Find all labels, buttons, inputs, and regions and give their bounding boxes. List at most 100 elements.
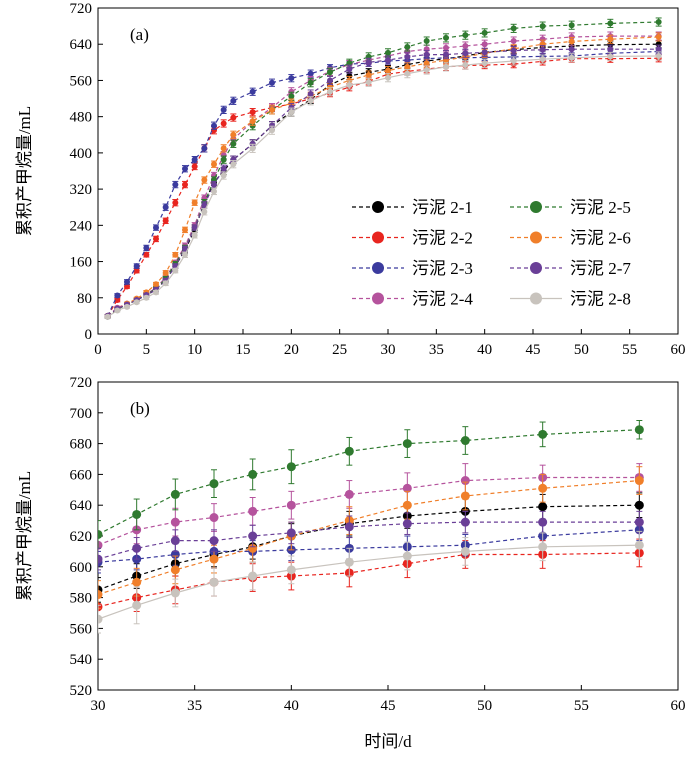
data-point [230,131,237,138]
data-point [344,522,354,532]
data-point [568,38,575,45]
data-point [182,245,188,252]
data-point [460,476,470,486]
data-point [143,244,150,251]
y-tick-label: 480 [70,110,93,126]
data-point [211,161,217,168]
data-point [402,439,412,449]
data-point [114,292,121,299]
series-line [98,504,640,591]
data-point [153,281,159,288]
data-point [286,565,296,575]
data-point [327,69,333,76]
series-line [98,429,640,536]
data-point [365,59,372,66]
y-tick-label: 680 [70,437,93,453]
data-point [209,554,219,564]
data-point [404,70,411,77]
data-point [230,156,237,163]
data-point [568,54,575,61]
data-point [209,513,219,523]
data-point [98,540,103,550]
data-point [344,557,354,567]
data-point [655,41,662,48]
data-point [423,38,430,45]
legend-entry: 污泥 2-2 [412,229,473,248]
data-point [269,127,275,134]
data-point [172,199,179,206]
legend-swatch-marker [530,262,542,274]
legend-swatch-marker [530,201,542,213]
data-point [230,140,237,147]
data-point [133,299,140,306]
data-point [114,307,121,314]
data-point [607,36,614,43]
data-point [423,67,430,74]
data-point [248,506,258,516]
data-point [510,38,517,45]
data-point [539,56,546,63]
data-point [170,565,180,575]
data-point [404,63,411,70]
data-point [307,79,314,86]
data-point [443,51,449,58]
data-point [143,294,150,301]
series-5 [98,420,644,549]
data-point [481,41,488,48]
data-point [344,489,354,499]
data-point [269,79,275,86]
y-tick-label: 620 [70,529,93,545]
x-tick-label: 45 [381,698,396,714]
panel-a-label: (a) [130,25,149,44]
data-point [220,106,227,113]
data-point [211,181,217,188]
series-8 [104,51,662,320]
panel-b-chart: (b) 累积产甲烷量/mL 时间/d 30 35 40 45 50 55 60 520 540 5… [15,375,686,751]
data-point [162,280,169,287]
data-point [344,446,354,456]
legend-swatch-marker [372,201,384,213]
data-point [248,469,258,479]
panel-a-chart: (a) 累积产甲烷量/mL 0 5 10 15 20 25 30 35 40 45 50 55 60 0 8… [15,1,686,358]
data-point [402,483,412,493]
data-point [182,251,188,258]
x-tick-label: 60 [671,342,686,358]
data-point [462,43,469,50]
y-tick-label: 700 [70,406,93,422]
legend-entry: 污泥 2-5 [570,198,631,217]
y-tick-label: 240 [70,218,93,234]
series-line [98,552,640,608]
data-point [98,590,103,600]
data-point [460,517,470,527]
data-point [385,74,391,81]
data-point [634,476,644,486]
x-tick-label: 5 [143,342,151,358]
y-tick-label: 520 [70,683,93,699]
data-point [114,297,121,304]
data-point [182,226,188,233]
data-point [132,600,142,610]
data-point [172,251,179,258]
y-tick-label: 640 [70,498,93,514]
data-point [220,145,227,152]
data-point [209,479,219,489]
data-point [538,429,548,439]
data-point [191,199,198,206]
data-point [132,577,142,587]
x-tick-label: 50 [477,698,492,714]
data-point [538,542,548,552]
y-tick-label: 560 [70,73,93,89]
data-point [201,208,208,215]
data-point [220,156,227,163]
plot-frame [97,381,679,691]
data-point [249,118,256,125]
x-tick-label: 55 [622,342,637,358]
data-point [443,63,449,70]
data-point [230,114,237,121]
data-point [288,93,295,100]
data-point [460,546,470,556]
x-tick-label: 15 [236,342,251,358]
data-point [481,60,488,67]
data-point [209,536,219,546]
